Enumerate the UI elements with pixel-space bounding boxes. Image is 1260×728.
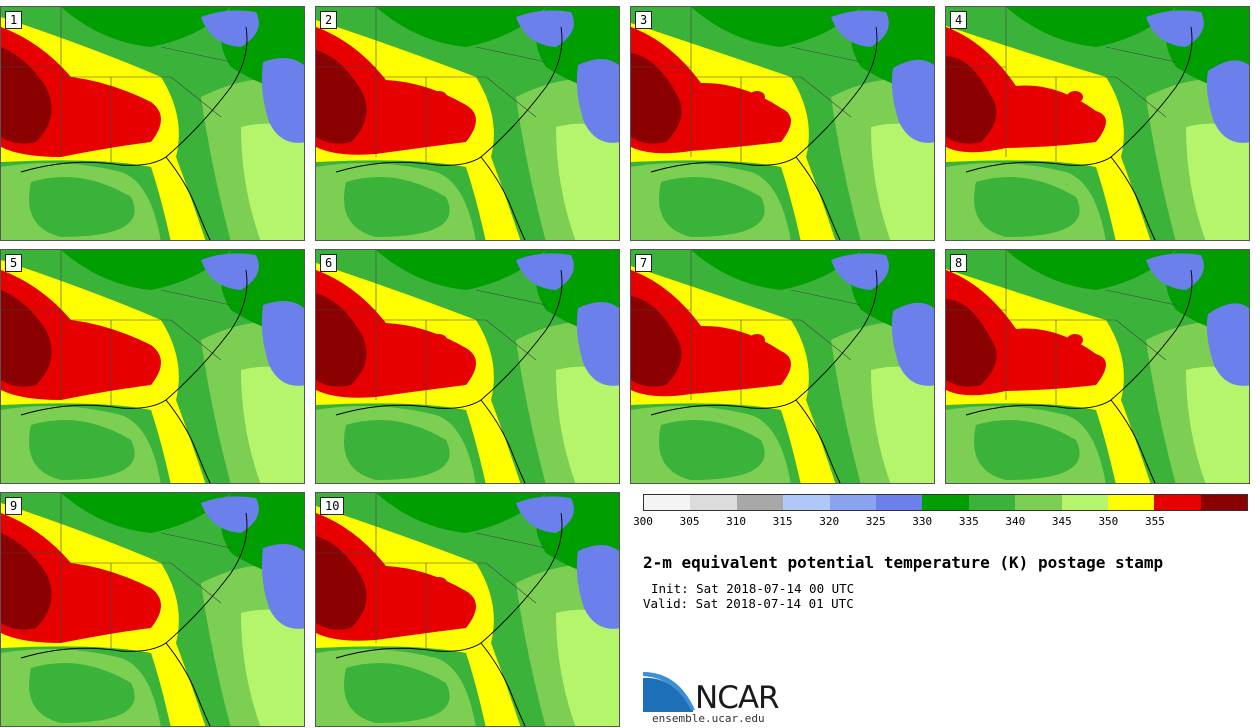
member-number-label: 6 (320, 254, 338, 272)
member-number-label: 9 (5, 497, 23, 515)
member-map-stamp: 3 (630, 6, 935, 241)
member-number-label: 3 (635, 11, 653, 29)
colorbar-tick-label: 320 (819, 515, 840, 528)
colorbar-tick-label: 300 (633, 515, 653, 528)
colorbar-tick-label: 340 (1005, 515, 1026, 528)
colorbar-tick-label: 315 (772, 515, 793, 528)
page-title: 2-m equivalent potential temperature (K)… (643, 553, 1164, 572)
ncar-brand: NCAR (695, 680, 780, 716)
colorbar-segment (1061, 495, 1108, 510)
colorbar-tick-label: 345 (1051, 515, 1072, 528)
colorbar-tick-label: 305 (679, 515, 700, 528)
member-number-label: 1 (5, 11, 23, 29)
colorbar-ticks: 300 305 310 315 320 325 330 335 340 345 350 355 (633, 515, 1248, 529)
colorbar-segment (1154, 495, 1201, 510)
website-label: ensemble.ucar.edu (652, 712, 765, 725)
colorbar-segment (968, 495, 1016, 510)
member-map-stamp: 2 (315, 6, 620, 241)
member-map-stamp: 4 (945, 6, 1250, 241)
colorbar-tick-label: 310 (726, 515, 746, 528)
colorbar-segment (875, 495, 923, 510)
colorbar-tick-label: 355 (1144, 515, 1165, 528)
member-number-label: 2 (320, 11, 338, 29)
colorbar-tick-label: 325 (865, 515, 886, 528)
member-number-label: 4 (950, 11, 968, 29)
colorbar-tick-label: 350 (1098, 515, 1119, 528)
colorbar-segment (1107, 495, 1155, 510)
colorbar-segment (644, 495, 691, 510)
member-map-stamp: 1 (0, 6, 305, 241)
ncar-logo-icon (643, 672, 695, 712)
member-map-stamp: 6 (315, 249, 620, 484)
colorbar-tick-label: 335 (958, 515, 979, 528)
colorbar-segment (1015, 495, 1062, 510)
member-map-stamp: 10 (315, 492, 620, 727)
member-number-label: 7 (635, 254, 653, 272)
member-map-stamp: 9 (0, 492, 305, 727)
colorbar-segment (1200, 495, 1248, 510)
member-number-label: 10 (320, 497, 345, 515)
colorbar-segment (783, 495, 830, 510)
member-map-stamp: 7 (630, 249, 935, 484)
colorbar (643, 494, 1248, 511)
member-number-label: 5 (5, 254, 23, 272)
colorbar-segment (690, 495, 737, 510)
colorbar-segment (736, 495, 784, 510)
colorbar-tick-label: 330 (912, 515, 933, 528)
member-map-stamp: 8 (945, 249, 1250, 484)
valid-time: Valid: Sat 2018-07-14 01 UTC (643, 596, 854, 611)
member-number-label: 8 (950, 254, 968, 272)
colorbar-segment (922, 495, 969, 510)
init-time: Init: Sat 2018-07-14 00 UTC (651, 581, 855, 596)
colorbar-segment (829, 495, 876, 510)
member-map-stamp: 5 (0, 249, 305, 484)
